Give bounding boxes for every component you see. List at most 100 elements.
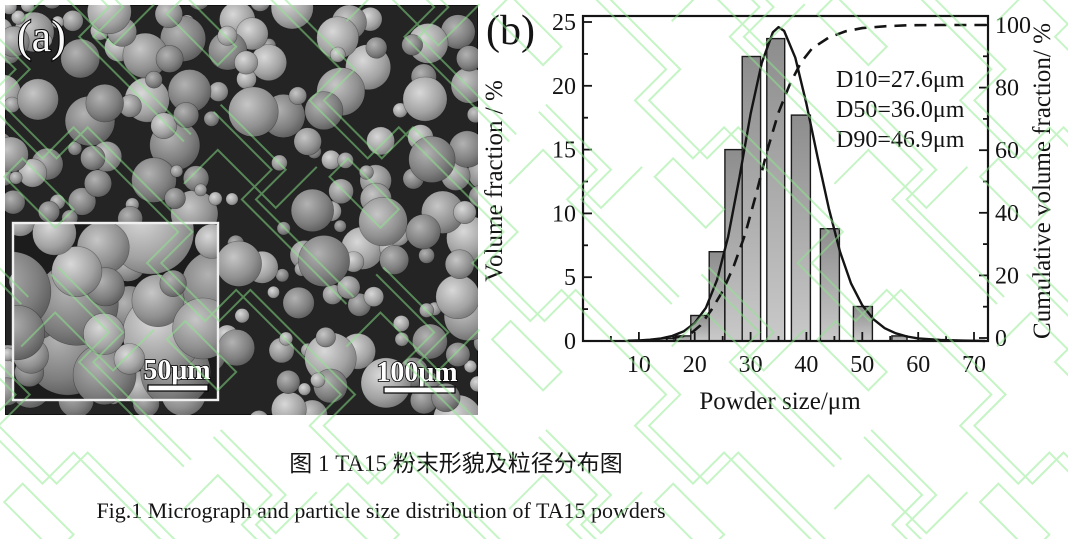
powder-particle <box>363 286 384 307</box>
powder-particle <box>225 192 239 206</box>
powder-particle <box>267 285 280 299</box>
powder-particle <box>85 83 124 123</box>
powder-particle <box>155 45 184 73</box>
powder-particle <box>444 249 475 280</box>
powder-particle <box>418 247 435 264</box>
x-axis-title: Powder size/μm <box>699 388 861 415</box>
powder-particle <box>333 219 347 233</box>
powder-particle <box>278 331 293 346</box>
y-right-tick-label: 100 <box>995 13 1031 39</box>
powder-particle <box>405 214 441 250</box>
powder-particle <box>5 190 26 215</box>
y-right-tick-label: 20 <box>995 263 1019 289</box>
powder-particle <box>401 34 424 56</box>
y-left-tick-label: 0 <box>564 329 576 355</box>
powder-particle <box>208 81 229 102</box>
powder-particle <box>271 154 288 172</box>
powder-particle <box>215 240 262 287</box>
y-left-tick-label: 15 <box>552 138 576 164</box>
powder-particle <box>159 269 187 298</box>
figure-caption-chinese: 图 1 TA15 粉末形貌及粒径分布图 <box>289 451 623 476</box>
powder-particle <box>328 178 354 205</box>
powder-particle <box>228 86 279 138</box>
powder-particle <box>83 312 126 355</box>
powder-particle <box>9 171 23 185</box>
powder-particle <box>173 102 200 129</box>
powder-particle <box>379 244 410 275</box>
powder-particle <box>17 78 59 121</box>
powder-particle <box>276 369 301 394</box>
plot-frame <box>581 14 990 343</box>
powder-particle <box>288 86 307 106</box>
powder-particle <box>217 25 238 46</box>
powder-particle <box>394 332 410 347</box>
inset-scalebar: 50μm <box>143 354 211 392</box>
powder-particle <box>419 302 435 318</box>
y-right-tick-label: 80 <box>995 76 1019 102</box>
panel-a-label: (a) <box>17 12 66 61</box>
y-left-tick-label: 20 <box>552 74 576 100</box>
y-right-tick-label: 40 <box>995 201 1019 227</box>
dvalue-annotation: D10=27.6μm <box>836 67 965 93</box>
powder-particle <box>366 126 395 156</box>
powder-particle <box>208 191 223 206</box>
powder-particle <box>358 197 408 247</box>
x-tick-label: 60 <box>906 352 930 378</box>
powder-particle <box>234 50 259 75</box>
figure-caption-english: Fig.1 Micrograph and particle size distr… <box>96 498 666 523</box>
inset-scalebar-bar <box>147 384 209 392</box>
y-right-tick-label: 0 <box>995 326 1007 352</box>
powder-particle <box>164 187 186 210</box>
x-tick-label: 50 <box>850 352 874 378</box>
powder-particle <box>84 169 113 198</box>
chart-plot-area: 10 20 30 40 50 60 70 0 5 10 15 20 25 0 20 40 60 80 100 <box>552 10 1031 378</box>
powder-particle <box>194 183 208 197</box>
main-scalebar-label: 100μm <box>376 357 457 388</box>
panel-b-label: (b) <box>486 8 535 54</box>
powder-particle <box>298 235 350 287</box>
powder-particle <box>60 38 101 79</box>
powder-particle <box>203 110 220 127</box>
powder-particle <box>218 329 256 367</box>
histogram-bar <box>741 55 762 342</box>
powder-particle <box>290 188 335 232</box>
powder-particle <box>365 36 388 59</box>
histogram-bar <box>819 227 841 342</box>
powder-particle <box>408 135 456 183</box>
powder-particle <box>297 382 311 396</box>
x-tick-label: 10 <box>627 352 651 378</box>
powder-particle <box>329 46 346 63</box>
powder-particle <box>310 372 326 388</box>
x-tick-label: 70 <box>962 352 986 378</box>
particle-size-chart: 10 20 30 40 50 60 70 0 5 10 15 20 25 0 20 40 60 80 100 (b)… <box>481 8 1056 415</box>
y-left-tick-label: 10 <box>552 201 576 227</box>
y-right-tick-label: 60 <box>995 138 1019 164</box>
powder-particle <box>358 164 374 180</box>
powder-particle <box>150 112 178 139</box>
d-value-annotations: D10=27.6μm D50=36.0μm D90=46.9μm <box>836 67 965 153</box>
powder-particle <box>412 323 448 360</box>
powder-particle <box>145 70 163 89</box>
x-tick-label: 20 <box>683 352 707 378</box>
powder-particle <box>315 327 336 348</box>
powder-particle <box>293 127 322 156</box>
x-tick-label: 30 <box>739 352 763 378</box>
powder-particle <box>304 91 344 131</box>
y-left-tick-label: 25 <box>552 10 576 36</box>
histogram-bar <box>766 37 786 342</box>
x-tick-label: 40 <box>794 352 818 378</box>
powder-particle <box>337 152 354 169</box>
y-left-axis-title: Volume fraction / % <box>481 80 508 282</box>
powder-particle <box>80 145 106 171</box>
y-right-axis-title: Cumulative volume fraction/ % <box>1029 23 1056 339</box>
powder-particle <box>37 200 60 223</box>
sem-micrograph-panel: (a) 50μm 100μm <box>5 5 478 415</box>
powder-particle <box>170 164 184 178</box>
dvalue-annotation: D90=46.9μm <box>836 127 965 153</box>
histogram-bar <box>690 314 710 342</box>
powder-particle <box>276 221 291 236</box>
powder-particle <box>234 308 250 324</box>
powder-particle <box>402 76 448 122</box>
powder-particle <box>282 286 315 319</box>
inset-scalebar-label: 50μm <box>143 355 210 386</box>
